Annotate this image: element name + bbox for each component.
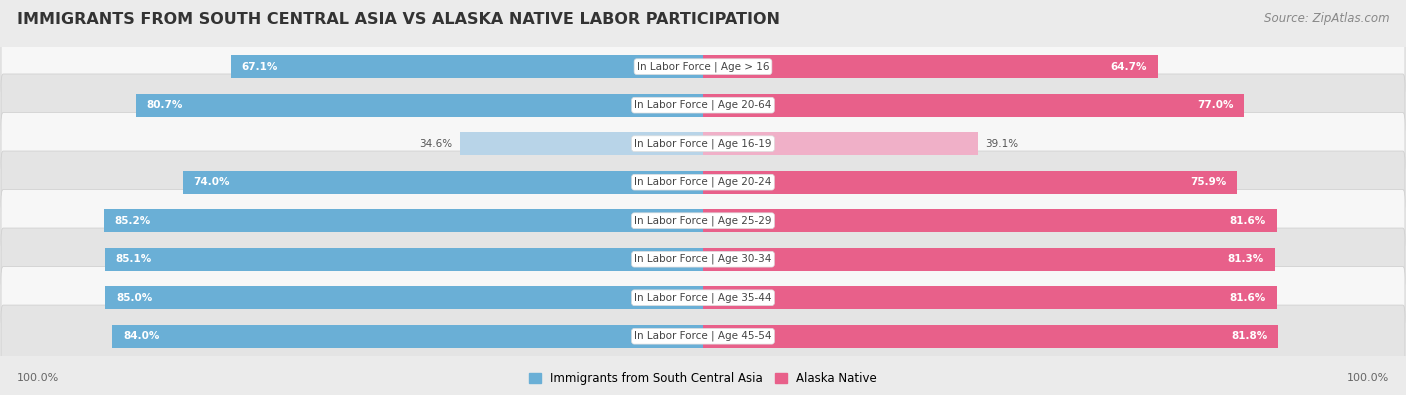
Bar (460, 132, 703, 155)
Bar (703, 132, 979, 155)
Text: 75.9%: 75.9% (1189, 177, 1226, 187)
FancyBboxPatch shape (1, 113, 1405, 175)
Text: 100.0%: 100.0% (17, 373, 59, 383)
Text: 80.7%: 80.7% (146, 100, 183, 110)
Text: 85.2%: 85.2% (114, 216, 150, 226)
Text: In Labor Force | Age 25-29: In Labor Force | Age 25-29 (634, 215, 772, 226)
FancyBboxPatch shape (1, 228, 1405, 290)
Text: 34.6%: 34.6% (419, 139, 453, 149)
Bar (703, 171, 1237, 194)
Bar (104, 209, 703, 232)
Bar (105, 286, 703, 309)
Text: 100.0%: 100.0% (1347, 373, 1389, 383)
Text: In Labor Force | Age 45-54: In Labor Force | Age 45-54 (634, 331, 772, 342)
Text: In Labor Force | Age 30-34: In Labor Force | Age 30-34 (634, 254, 772, 265)
Text: 39.1%: 39.1% (984, 139, 1018, 149)
Bar (135, 94, 703, 117)
Legend: Immigrants from South Central Asia, Alaska Native: Immigrants from South Central Asia, Alas… (529, 372, 877, 385)
Bar (703, 55, 1159, 78)
Bar (703, 286, 1277, 309)
Bar (232, 55, 703, 78)
Bar (183, 171, 703, 194)
Text: 64.7%: 64.7% (1111, 62, 1147, 71)
FancyBboxPatch shape (1, 267, 1405, 329)
Text: 85.0%: 85.0% (115, 293, 152, 303)
FancyBboxPatch shape (1, 190, 1405, 252)
Bar (703, 325, 1278, 348)
Text: 67.1%: 67.1% (242, 62, 278, 71)
Text: 74.0%: 74.0% (194, 177, 229, 187)
Text: IMMIGRANTS FROM SOUTH CENTRAL ASIA VS ALASKA NATIVE LABOR PARTICIPATION: IMMIGRANTS FROM SOUTH CENTRAL ASIA VS AL… (17, 12, 780, 27)
FancyBboxPatch shape (1, 151, 1405, 213)
Text: In Labor Force | Age > 16: In Labor Force | Age > 16 (637, 61, 769, 72)
Bar (703, 209, 1277, 232)
FancyBboxPatch shape (1, 305, 1405, 367)
Text: In Labor Force | Age 35-44: In Labor Force | Age 35-44 (634, 292, 772, 303)
Bar (112, 325, 703, 348)
Bar (105, 248, 703, 271)
Text: 77.0%: 77.0% (1198, 100, 1234, 110)
Bar (703, 248, 1275, 271)
Text: In Labor Force | Age 20-64: In Labor Force | Age 20-64 (634, 100, 772, 111)
Text: 81.8%: 81.8% (1232, 331, 1268, 341)
FancyBboxPatch shape (1, 36, 1405, 98)
Text: 81.6%: 81.6% (1230, 293, 1267, 303)
Text: 81.3%: 81.3% (1227, 254, 1264, 264)
Text: In Labor Force | Age 16-19: In Labor Force | Age 16-19 (634, 138, 772, 149)
Text: Source: ZipAtlas.com: Source: ZipAtlas.com (1264, 12, 1389, 25)
Text: 81.6%: 81.6% (1230, 216, 1267, 226)
Text: In Labor Force | Age 20-24: In Labor Force | Age 20-24 (634, 177, 772, 188)
Text: 85.1%: 85.1% (115, 254, 152, 264)
Bar (703, 94, 1244, 117)
Text: 84.0%: 84.0% (124, 331, 159, 341)
FancyBboxPatch shape (1, 74, 1405, 136)
